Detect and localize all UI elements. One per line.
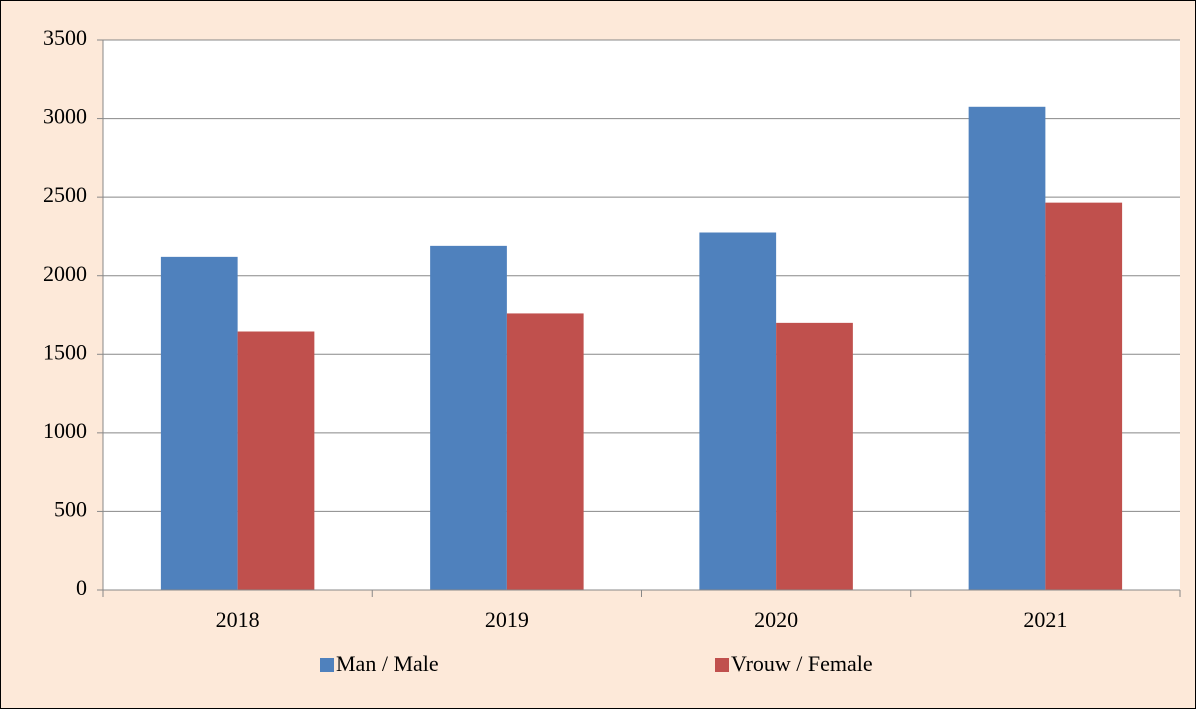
x-tick-label: 2018	[216, 607, 260, 632]
legend-swatch	[320, 658, 334, 672]
y-tick-label: 3000	[43, 104, 87, 129]
y-tick-label: 1000	[43, 418, 87, 443]
x-tick-label: 2019	[485, 607, 529, 632]
y-tick-label: 0	[76, 575, 87, 600]
bar	[968, 106, 1046, 591]
y-tick-label: 2500	[43, 182, 87, 207]
legend-swatch	[715, 658, 729, 672]
y-tick-label: 2000	[43, 261, 87, 286]
y-tick-label: 500	[54, 496, 87, 521]
x-tick-label: 2020	[754, 607, 798, 632]
bar	[430, 245, 507, 590]
bar	[699, 232, 777, 590]
y-tick-label: 3500	[43, 25, 87, 50]
bar	[1045, 202, 1123, 590]
bar	[506, 313, 584, 590]
bar	[160, 256, 238, 590]
legend-label: Vrouw / Female	[731, 651, 873, 676]
legend-label: Man / Male	[336, 651, 439, 676]
y-tick-label: 1500	[43, 339, 87, 364]
bar	[776, 322, 853, 590]
bar	[237, 331, 315, 590]
x-tick-label: 2021	[1023, 607, 1067, 632]
